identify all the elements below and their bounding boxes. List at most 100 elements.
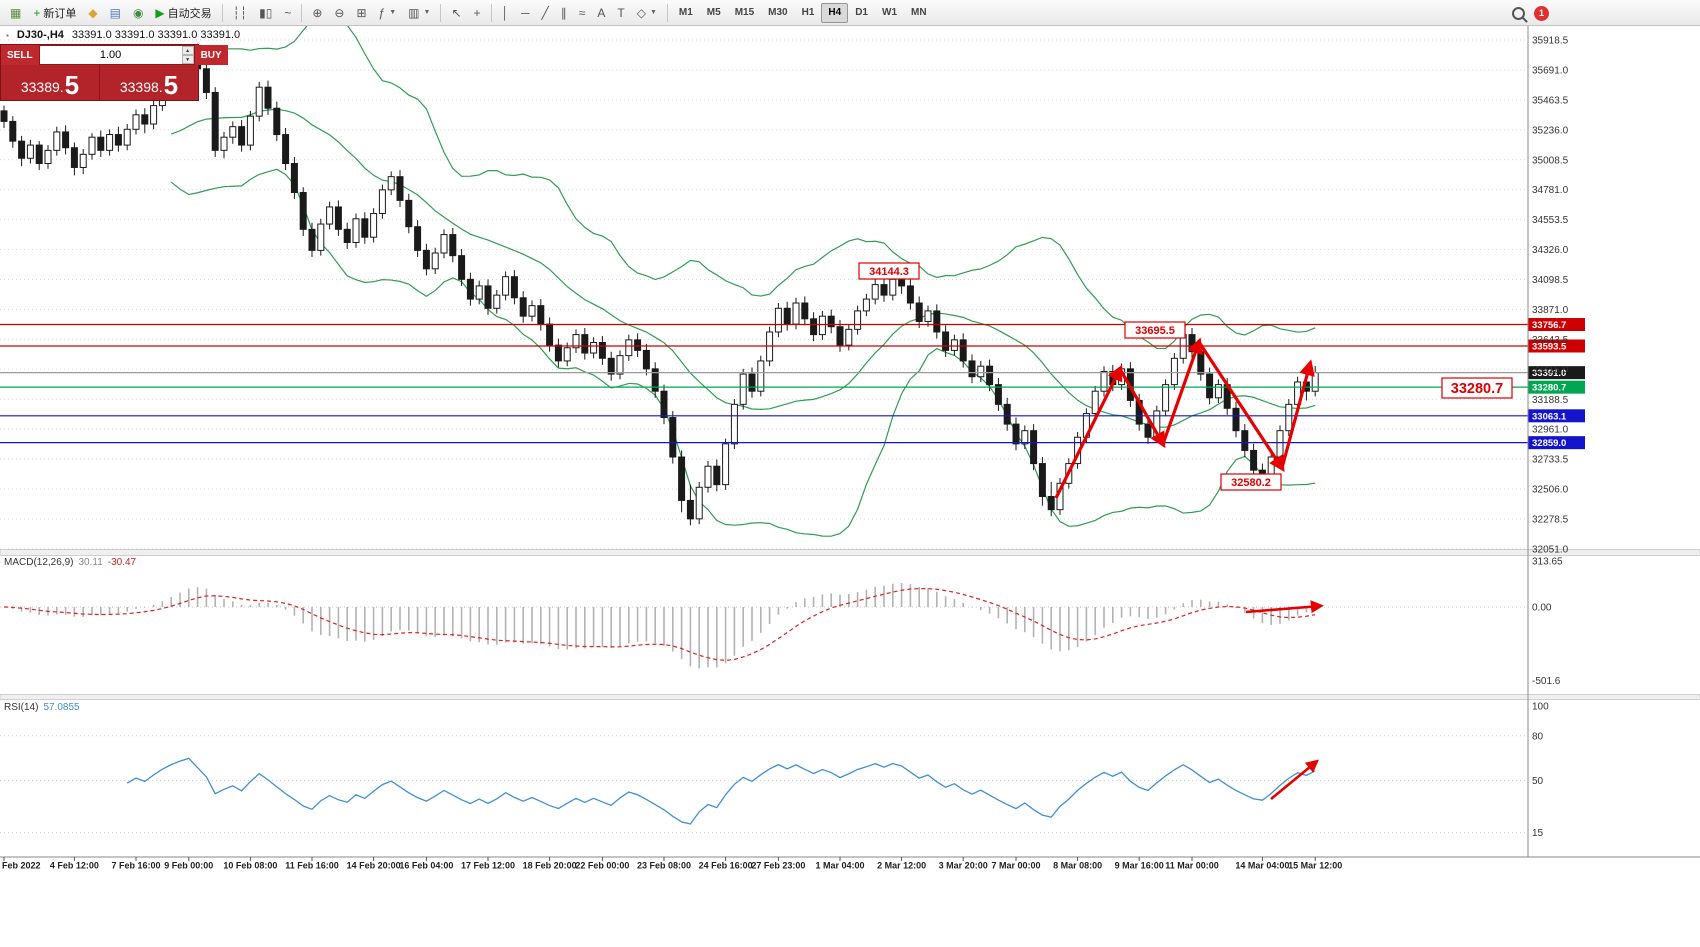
date-tick-label: 24 Feb 16:00	[699, 861, 753, 871]
trendline-icon[interactable]: ╱	[536, 3, 555, 23]
volume-input[interactable]	[39, 46, 182, 64]
sell-button[interactable]: SELL	[1, 45, 39, 65]
autotrading-button: ▶	[155, 5, 165, 20]
fibonacci-icon[interactable]: ≈	[573, 3, 592, 23]
autotrading-button-label: 自动交易	[167, 7, 212, 20]
timeframe-button-h4[interactable]: H4	[821, 2, 849, 23]
price-annotation-text: 34144.3	[869, 266, 909, 278]
vertical-line-icon: │	[501, 5, 510, 20]
price-annotation-text: 32580.2	[1231, 477, 1271, 489]
chevron-down-icon: ▼	[389, 9, 397, 16]
horizontal-line-icon: ─	[521, 5, 530, 20]
sell-price[interactable]: 33389. 5	[20, 69, 80, 100]
trend-arrow[interactable]	[1197, 341, 1285, 473]
chart-window-icon: ▦	[10, 5, 22, 20]
toolbar-separator	[301, 3, 303, 22]
trend-arrow[interactable]	[1054, 364, 1123, 499]
notifications-badge[interactable]: 1	[1534, 5, 1549, 21]
candlestick-chart-icon[interactable]: ▮▯	[253, 3, 278, 23]
timeframe-button-m5[interactable]: M5	[700, 3, 728, 23]
alerts-icon: ◆	[88, 5, 98, 20]
trend-arrow[interactable]	[1270, 759, 1320, 801]
zoom-in-icon[interactable]: ⊕	[306, 3, 328, 23]
rsi-label: RSI(14) 57.0855	[4, 702, 80, 713]
horizontal-lines[interactable]: 33756.7 33593.5 33391.0 33280.7 33063.1 32859…	[0, 318, 1585, 450]
svg-text:33871.0: 33871.0	[1532, 305, 1569, 316]
timeframe-button-m30[interactable]: M30	[761, 3, 794, 23]
date-tick-label: 7 Feb 16:00	[111, 861, 160, 871]
text-icon[interactable]: A	[591, 3, 611, 23]
templates-icon: ▥	[408, 5, 420, 20]
bar-chart-icon[interactable]: ┆┆	[227, 3, 253, 23]
trend-arrow[interactable]	[1245, 600, 1324, 614]
price-tag: 33593.5	[1532, 341, 1567, 352]
timeframe-button-m1[interactable]: M1	[672, 3, 700, 23]
chevron-down-icon: ▼	[423, 9, 431, 16]
svg-text:80: 80	[1532, 731, 1544, 742]
trend-arrow[interactable]	[1118, 368, 1166, 449]
price-annotation[interactable]	[1220, 473, 1282, 491]
search-icon[interactable]	[1512, 6, 1525, 20]
zoom-out-icon[interactable]: ⊖	[328, 3, 350, 23]
market-watch-icon: ▤	[109, 5, 121, 20]
svg-text:33188.5: 33188.5	[1532, 395, 1569, 406]
horizontal-line-icon[interactable]: ─	[515, 3, 536, 23]
volume-down-button[interactable]: ▼	[181, 55, 194, 64]
svg-text:15: 15	[1532, 828, 1544, 839]
date-tick-label: 9 Feb 00:00	[164, 861, 213, 871]
chart-window-icon[interactable]: ▦	[4, 3, 27, 23]
svg-text:32733.5: 32733.5	[1532, 455, 1569, 466]
timeframe-button-m15[interactable]: M15	[728, 3, 761, 23]
svg-text:34326.0: 34326.0	[1532, 245, 1569, 256]
date-tick-label: 11 Feb 16:00	[285, 861, 339, 871]
indicators-icon[interactable]: ƒ ▼	[373, 3, 403, 23]
vertical-line-icon[interactable]: │	[496, 3, 516, 23]
toolbar-separator	[440, 3, 442, 22]
date-tick-label: 8 Mar 08:00	[1053, 861, 1102, 871]
timeframe-button-d1[interactable]: D1	[848, 3, 875, 23]
svg-text:35463.5: 35463.5	[1532, 95, 1569, 106]
autotrading-button[interactable]: ▶ 自动交易	[149, 3, 217, 23]
label-icon: T	[617, 5, 625, 20]
date-tick-label: 27 Feb 23:00	[751, 861, 805, 871]
date-tick-label: 3 Mar 20:00	[939, 861, 988, 871]
timeframe-button-h1[interactable]: H1	[795, 3, 822, 23]
tile-windows-icon[interactable]: ⊞	[350, 3, 372, 23]
trend-arrows[interactable]	[1054, 337, 1324, 801]
date-tick-label: Feb 2022	[2, 861, 41, 871]
trend-arrow[interactable]	[1280, 359, 1315, 469]
annotations[interactable]: 34144.3 33695.5 32580.2 33280.7	[858, 262, 1513, 491]
community-icon[interactable]: ◉	[127, 3, 149, 23]
templates-icon[interactable]: ▥ ▼	[402, 3, 436, 23]
new-order-button[interactable]: + 新订单	[27, 3, 82, 23]
indicators-icon: ƒ	[378, 5, 386, 20]
timeframe-button-w1[interactable]: W1	[875, 3, 904, 23]
price-annotation[interactable]	[1441, 377, 1513, 399]
rsi-panel: 100 80 50 15	[0, 702, 1549, 839]
svg-text:32051.0: 32051.0	[1532, 545, 1569, 556]
line-chart-icon[interactable]: ~	[278, 3, 297, 23]
price-tag: 33280.7	[1532, 383, 1566, 394]
price-tag: 33756.7	[1532, 320, 1566, 331]
alerts-icon[interactable]: ◆	[82, 3, 103, 23]
price-annotation[interactable]	[1124, 321, 1186, 339]
market-watch-icon[interactable]: ▤	[104, 3, 127, 23]
shapes-icon[interactable]: ◇ ▼	[631, 3, 663, 23]
channel-icon[interactable]: ∥	[555, 3, 573, 23]
channel-icon: ∥	[560, 5, 567, 20]
label-icon[interactable]: T	[611, 3, 630, 23]
buy-price[interactable]: 33398. 5	[99, 65, 198, 100]
toolbar-separator	[221, 3, 223, 22]
svg-text:34098.5: 34098.5	[1532, 275, 1569, 286]
price-annotation[interactable]	[858, 262, 920, 280]
buy-button[interactable]: BUY	[194, 45, 228, 65]
cursor-icon[interactable]: ↖	[445, 3, 467, 23]
timeframe-button-mn[interactable]: MN	[904, 3, 934, 23]
shapes-icon: ◇	[636, 5, 646, 20]
volume-up-button[interactable]: ▲	[181, 46, 194, 55]
crosshair-icon[interactable]: +	[468, 3, 487, 23]
trend-arrow[interactable]	[1161, 337, 1203, 445]
svg-text:33643.5: 33643.5	[1532, 335, 1569, 346]
date-tick-label: 18 Feb 20:00	[523, 861, 577, 871]
